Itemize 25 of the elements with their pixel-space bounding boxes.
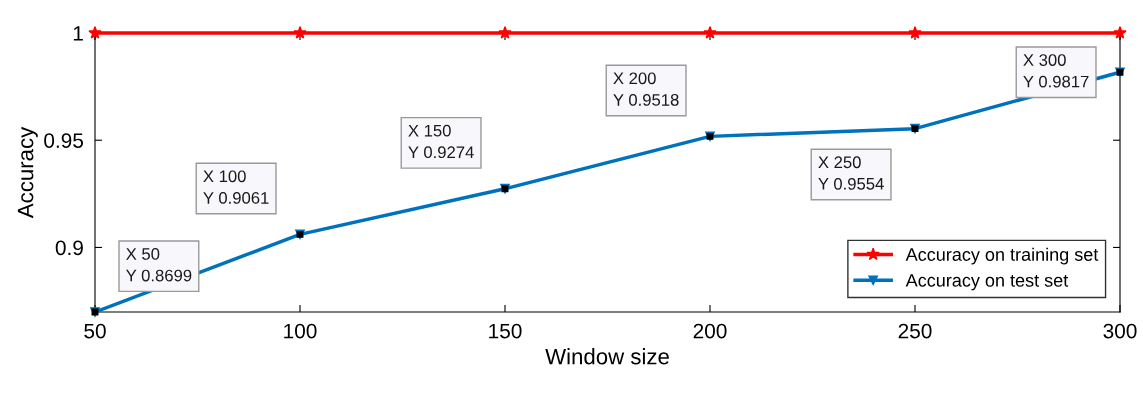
- y-tick-label: 0.9: [55, 240, 83, 256]
- x-tick-label: 100: [284, 323, 317, 339]
- y-axis-title: Accuracy: [17, 126, 38, 219]
- point: [293, 26, 307, 39]
- annotation: X 300 Y 0.9817: [1023, 54, 1089, 88]
- annotation: X 150 Y 0.9274: [408, 124, 474, 159]
- point: [908, 26, 922, 39]
- point: [703, 26, 717, 39]
- x-axis-title: Window size: [545, 348, 669, 365]
- point: [1113, 26, 1127, 39]
- point: [498, 26, 512, 39]
- y-tick-label: 0.95: [44, 133, 84, 148]
- y-tick-label: 1: [73, 26, 83, 41]
- x-tick-label: 50: [84, 323, 106, 339]
- x-tick-label: 200: [693, 323, 727, 339]
- point: [88, 26, 102, 39]
- legend-label: Accuracy on test set: [905, 274, 1069, 291]
- annotation: X 100 Y 0.9061: [203, 170, 269, 204]
- x-tick-label: 150: [489, 323, 522, 339]
- annotation: X 50 Y 0.8699: [126, 248, 192, 282]
- x-tick-label: 300: [1103, 323, 1137, 339]
- annotation: X 200 Y 0.9518: [613, 72, 679, 106]
- annotation: X 250 Y 0.9554: [818, 156, 884, 190]
- x-tick-label: 250: [898, 323, 932, 339]
- legend-label: Accuracy on training set: [905, 247, 1099, 265]
